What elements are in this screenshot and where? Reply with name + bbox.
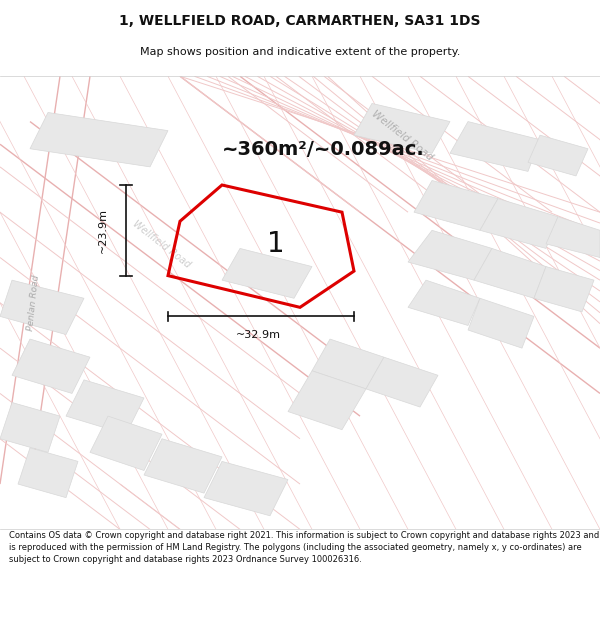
Polygon shape (468, 298, 534, 348)
Polygon shape (222, 248, 312, 298)
Text: ~23.9m: ~23.9m (98, 208, 108, 252)
Polygon shape (474, 248, 546, 298)
Polygon shape (408, 230, 492, 280)
Polygon shape (534, 266, 594, 312)
Polygon shape (408, 280, 480, 326)
Polygon shape (354, 103, 450, 153)
Polygon shape (30, 112, 168, 167)
Polygon shape (528, 135, 588, 176)
Polygon shape (288, 371, 366, 430)
Polygon shape (312, 339, 384, 389)
Polygon shape (144, 439, 222, 493)
Text: 1: 1 (267, 230, 285, 258)
Polygon shape (204, 461, 288, 516)
Polygon shape (12, 339, 90, 394)
Text: ~32.9m: ~32.9m (235, 330, 281, 340)
Polygon shape (90, 416, 162, 471)
Text: 1, WELLFIELD ROAD, CARMARTHEN, SA31 1DS: 1, WELLFIELD ROAD, CARMARTHEN, SA31 1DS (119, 14, 481, 28)
Text: Wellfield Road: Wellfield Road (131, 218, 193, 269)
Polygon shape (480, 199, 558, 248)
Polygon shape (546, 217, 600, 258)
Text: Wellfield Road: Wellfield Road (370, 108, 434, 162)
Polygon shape (0, 280, 84, 334)
Polygon shape (66, 380, 144, 434)
Polygon shape (414, 181, 498, 230)
Polygon shape (450, 121, 540, 171)
Text: Map shows position and indicative extent of the property.: Map shows position and indicative extent… (140, 48, 460, 58)
Text: Contains OS data © Crown copyright and database right 2021. This information is : Contains OS data © Crown copyright and d… (9, 531, 599, 564)
Polygon shape (366, 357, 438, 407)
Polygon shape (0, 402, 60, 452)
Polygon shape (18, 448, 78, 498)
Text: ~360m²/~0.089ac.: ~360m²/~0.089ac. (222, 139, 425, 159)
Text: Penlan Road: Penlan Road (26, 274, 40, 331)
